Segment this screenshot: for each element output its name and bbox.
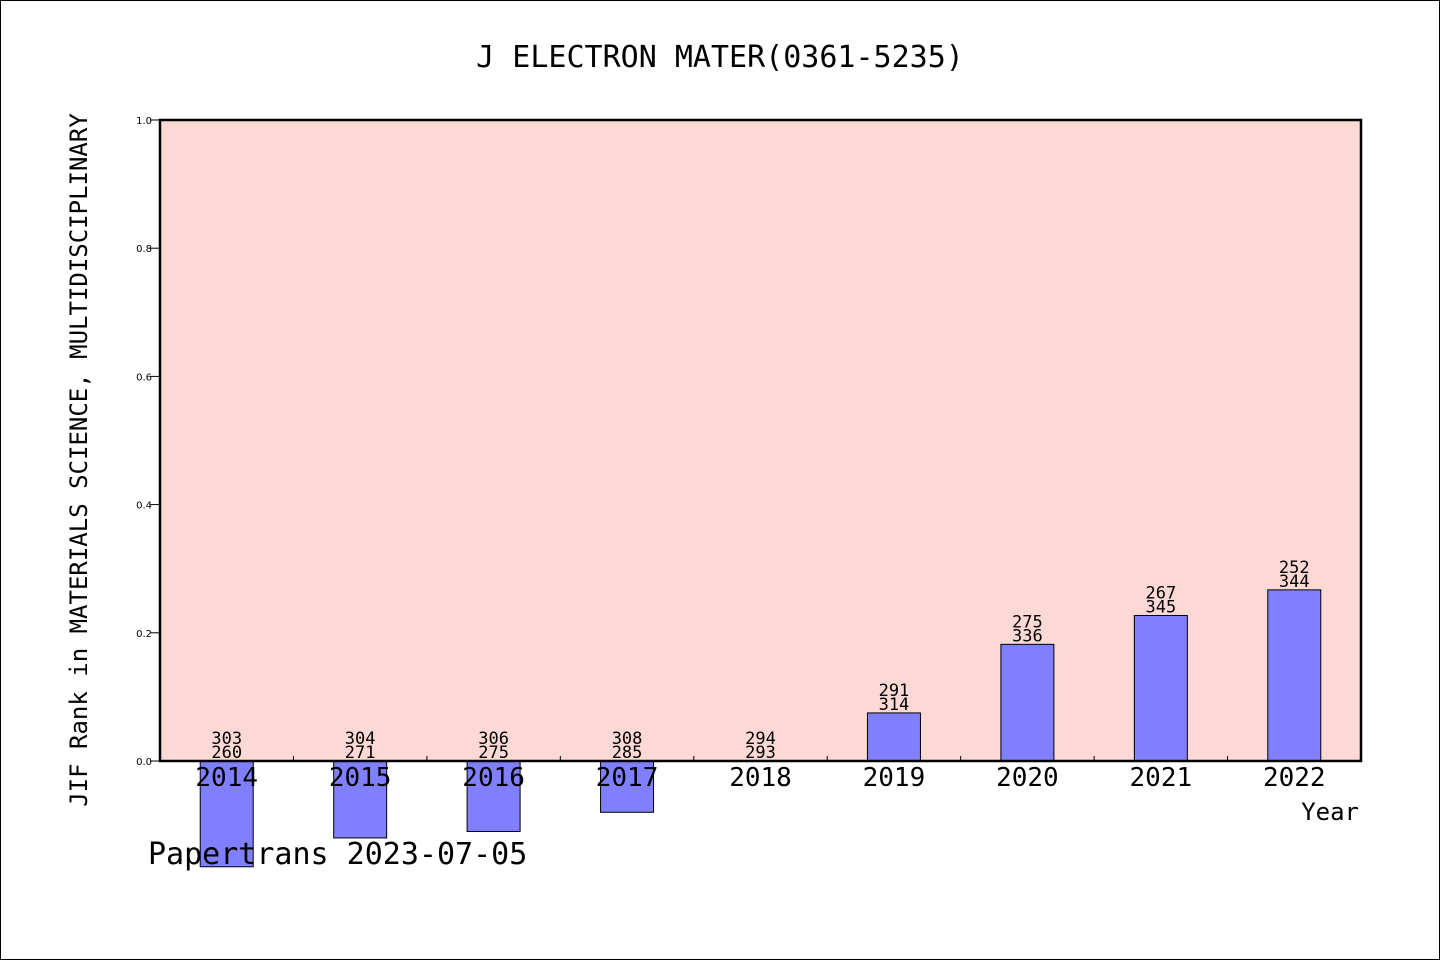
x-axis-label: Year xyxy=(1301,798,1359,826)
chart-title: J ELECTRON MATER(0361-5235) xyxy=(476,40,964,75)
y-tick-label: 0.6 xyxy=(136,372,152,383)
x-tick-label-2018: 2018 xyxy=(729,763,792,793)
bar-label-top-2017: 308 xyxy=(612,729,643,749)
bar-label-top-2021: 267 xyxy=(1145,583,1176,603)
y-tick-label: 0.4 xyxy=(136,501,152,512)
y-tick-label: 1.0 xyxy=(136,116,152,127)
x-tick-label-2020: 2020 xyxy=(996,763,1059,793)
bar-label-bottom-2014: 260 xyxy=(211,743,242,763)
plot-border xyxy=(158,118,1363,763)
bar-2021 xyxy=(1133,614,1188,762)
bar-label-bottom-2020: 336 xyxy=(1012,626,1043,646)
x-tick-label-2017: 2017 xyxy=(596,763,659,793)
bar-label-bottom-2021: 345 xyxy=(1145,597,1176,617)
bar-2016 xyxy=(466,760,521,833)
bar-label-top-2016: 306 xyxy=(478,729,509,749)
y-tick-label: 0.2 xyxy=(136,629,152,640)
bar-2020 xyxy=(1000,643,1055,762)
bar-2017 xyxy=(600,760,655,813)
x-tick-label-2022: 2022 xyxy=(1263,763,1326,793)
bar-label-top-2015: 304 xyxy=(345,729,376,749)
bar-label-bottom-2016: 275 xyxy=(478,743,509,763)
bar-label-top-2022: 252 xyxy=(1279,558,1310,578)
y-tick-label: 0.8 xyxy=(136,244,152,255)
bar-label-bottom-2017: 285 xyxy=(612,743,643,763)
bars xyxy=(199,589,1322,868)
x-tick-label-2014: 2014 xyxy=(195,763,258,793)
y-ticks: 0.0 0.2 0.4 0.6 0.8 1.0 xyxy=(136,116,160,768)
x-tick-label-2015: 2015 xyxy=(329,763,392,793)
bar-label-bottom-2019: 314 xyxy=(879,695,910,715)
bar-labels: 3032603042713062753082852942932913142753… xyxy=(211,558,1309,763)
x-tick-label-2021: 2021 xyxy=(1130,763,1193,793)
watermark: Papertrans 2023-07-05 xyxy=(148,837,527,872)
y-tick-label: 0.0 xyxy=(136,757,152,768)
bar-label-top-2014: 303 xyxy=(211,729,242,749)
y-axis-label: JIF Rank in MATERIALS SCIENCE, MULTIDISC… xyxy=(65,113,93,807)
bar-label-bottom-2018: 293 xyxy=(745,743,776,763)
x-tick-label-2016: 2016 xyxy=(462,763,525,793)
x-tick-label-2019: 2019 xyxy=(863,763,926,793)
bar-label-top-2020: 275 xyxy=(1012,612,1043,632)
bar-label-top-2019: 291 xyxy=(879,681,910,701)
bar-2022 xyxy=(1267,589,1322,762)
bar-label-bottom-2022: 344 xyxy=(1279,572,1310,592)
bar-2015 xyxy=(333,760,388,839)
bar-label-bottom-2015: 271 xyxy=(345,743,376,763)
bar-label-top-2018: 294 xyxy=(745,729,776,749)
bar-2019 xyxy=(866,712,921,762)
x-ticks: 2014 2015 2016 2017 2018 2019 2020 2021 2022 xyxy=(195,756,1326,793)
